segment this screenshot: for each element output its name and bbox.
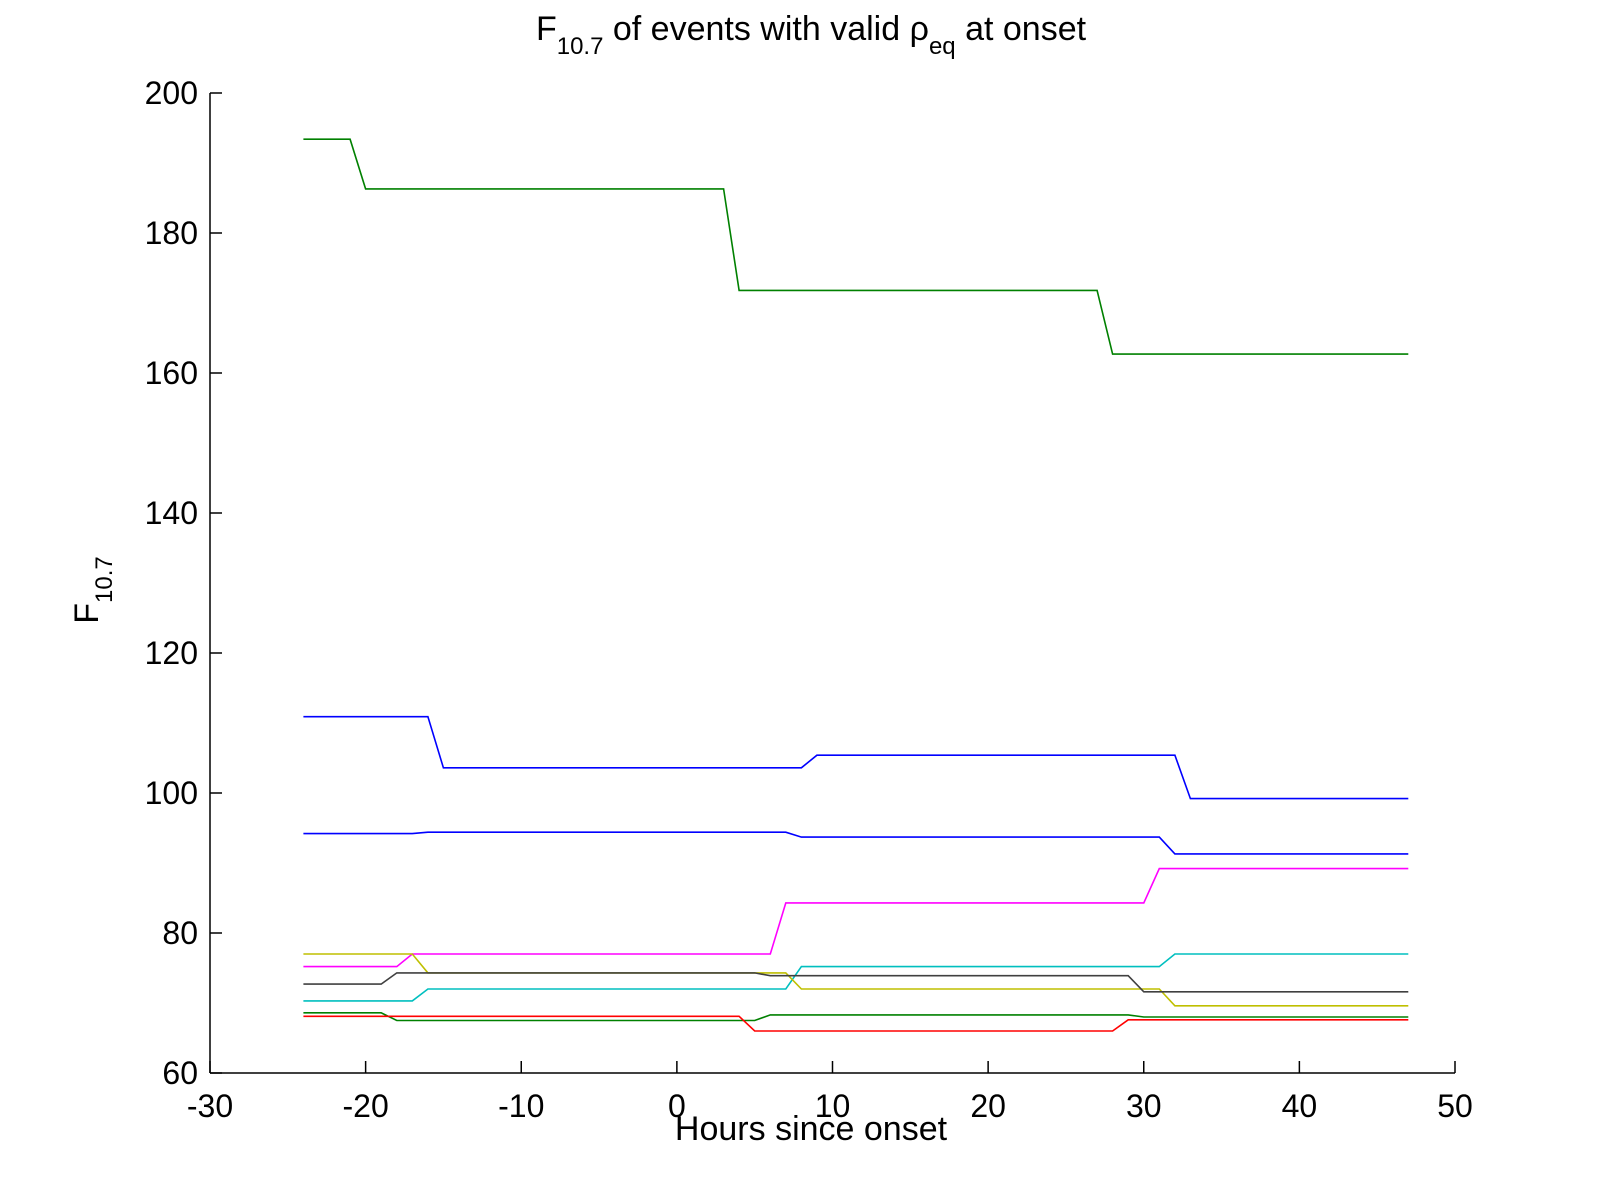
- x-tick-label: 30: [1126, 1088, 1162, 1124]
- y-tick-label: 100: [145, 775, 198, 811]
- y-tick-label: 60: [162, 1055, 198, 1091]
- y-axis-label-main: F: [68, 603, 106, 624]
- series-line-4: [303, 867, 1409, 968]
- y-tick-label: 200: [145, 75, 198, 111]
- x-tick-label: 40: [1282, 1088, 1318, 1124]
- series-line-7: [303, 972, 1409, 993]
- series-line-9: [303, 1015, 1409, 1032]
- x-tick-label: 0: [668, 1088, 686, 1124]
- series-line-2: [303, 715, 1409, 800]
- title-middle: of events with valid: [603, 10, 909, 48]
- x-tick-label: -10: [498, 1088, 544, 1124]
- title-symbol-subscript: eq: [929, 33, 956, 60]
- title-suffix: at onset: [956, 10, 1087, 48]
- series-line-3: [303, 831, 1409, 855]
- x-tick-labels: -30 -20 -10 0 10 20 30 40 50: [187, 1088, 1473, 1124]
- x-tick-label: -30: [187, 1088, 233, 1124]
- y-tick-label: 160: [145, 355, 198, 391]
- y-tick-label: 180: [145, 215, 198, 251]
- y-axis-label-subscript: 10.7: [91, 556, 118, 603]
- x-axis-label: Hours since onset: [675, 1110, 948, 1148]
- title-symbol: ρ: [910, 10, 929, 48]
- series-line-6: [303, 953, 1409, 1007]
- x-tick-label: 20: [970, 1088, 1006, 1124]
- series-line-1: [303, 138, 1409, 355]
- y-tick-label: 120: [145, 635, 198, 671]
- x-tick-label: -20: [343, 1088, 389, 1124]
- series-layer: [303, 138, 1409, 1032]
- series-line-5: [303, 953, 1409, 1002]
- title-prefix: F: [536, 10, 557, 48]
- series-line-8: [303, 1011, 1409, 1022]
- y-tick-label: 80: [162, 915, 198, 951]
- y-tick-label: 140: [145, 495, 198, 531]
- x-tick-label: 50: [1437, 1088, 1473, 1124]
- y-tick-labels: 60 80 100 120 140 160 180 200: [145, 75, 198, 1091]
- chart-title: F10.7 of events with valid ρeq at onset: [536, 10, 1087, 60]
- axes: [209, 92, 1456, 1074]
- title-prefix-subscript: 10.7: [557, 33, 604, 60]
- x-tick-label: 10: [815, 1088, 851, 1124]
- y-axis-label: F10.7: [68, 556, 118, 624]
